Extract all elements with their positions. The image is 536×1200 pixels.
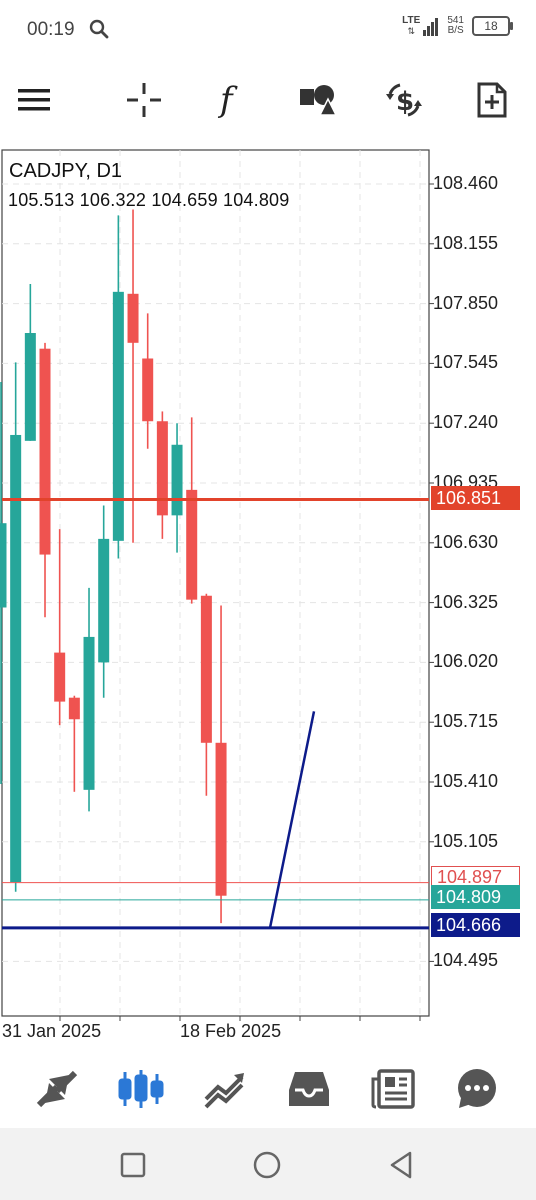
symbol-change-icon: $ [386,83,422,117]
symbol-change-button[interactable]: $ [380,76,428,124]
news-icon [371,1069,415,1109]
candle-body [24,333,36,441]
lte-signal-icon: LTE ⇅ [402,16,439,36]
system-navigation-bar [0,1128,536,1200]
nav-chat[interactable] [450,1064,504,1114]
indicators-icon: f [217,81,238,119]
objects-icon [300,85,338,116]
network-type: LTE [402,15,421,26]
chart-symbol-title: CADJPY, D1 [9,160,123,182]
ohlc-values: 105.513 106.322 104.659 104.809 [8,190,290,210]
candle-body [39,348,51,555]
trade-icon [204,1073,244,1109]
price-scale-label: 105.105 [433,830,499,851]
date-label-feb: 18 Feb 2025 [180,1021,282,1041]
recents-icon [120,1152,146,1178]
candle-body [68,697,80,720]
candle-body [112,291,124,541]
bottom-navigation [0,1048,536,1128]
candle-body [156,421,168,516]
candle-body [200,595,212,743]
quotes-icon [36,1070,78,1108]
trendline [268,711,316,929]
chart-frame [1,149,430,1017]
nav-trade[interactable] [198,1064,252,1114]
price-scale-label: 107.545 [433,352,499,373]
candle-body [171,444,183,516]
price-scale-label: 106.325 [433,591,499,612]
chart-toolbar: f $ [0,62,536,140]
menu-icon [18,89,50,111]
candle-body [98,538,110,663]
price-tag-trendline: 104.666 [431,913,520,937]
svg-text:f: f [217,81,238,119]
candle-body [54,652,66,702]
candle-body [10,434,22,882]
price-scale-label: 106.630 [433,531,499,552]
candle-body [142,358,154,422]
network-speed: 541 B/S [447,16,464,36]
recents-button[interactable] [116,1148,150,1182]
candle-body [83,636,95,790]
chart-icon [118,1070,164,1108]
status-bar: 00:19 LTE ⇅ 541 B/S 18 [0,0,536,62]
candle-body [186,489,198,600]
candle-body [127,293,139,343]
nav-history[interactable] [282,1064,336,1114]
home-icon [253,1151,281,1179]
crosshair-button[interactable] [120,76,168,124]
price-scale-label: 105.715 [433,711,499,732]
candle-body [215,742,227,896]
nav-quotes[interactable] [30,1064,84,1114]
price-chart[interactable] [0,148,536,1048]
back-icon [390,1151,412,1179]
price-scale-label: 108.155 [433,232,499,253]
battery-level: 18 [484,19,498,33]
price-scale-label: 106.020 [433,651,499,672]
objects-button[interactable] [294,76,342,124]
menu-button[interactable] [10,76,58,124]
back-button[interactable] [384,1148,418,1182]
date-label-jan: 31 Jan 2025 [2,1021,102,1041]
chat-icon [458,1069,496,1108]
search-icon [88,18,110,45]
speed-unit: B/S [447,25,464,36]
price-scale-label: 108.460 [433,173,499,193]
price-tag-red-line: 106.851 [431,486,520,510]
status-time: 00:19 [27,19,75,40]
crosshair-icon [127,83,161,117]
battery-icon: 18 [472,16,513,36]
history-icon [289,1072,329,1106]
svg-text:$: $ [396,87,414,117]
home-button[interactable] [250,1148,284,1182]
candle-body [0,523,7,608]
nav-news[interactable] [366,1064,420,1114]
price-tag-ask: 104.897 [431,866,520,888]
price-scale-label: 105.410 [433,771,499,791]
nav-chart[interactable] [114,1064,168,1114]
indicators-button[interactable]: f [206,76,254,124]
new-order-button[interactable] [468,76,516,124]
price-scale-label: 107.240 [433,412,499,433]
speed-value: 541 [447,15,464,26]
price-scale-label: 104.495 [433,950,499,971]
new-order-icon [477,82,507,118]
price-tag-bid: 104.809 [431,885,520,909]
price-scale-label: 107.850 [433,292,499,313]
